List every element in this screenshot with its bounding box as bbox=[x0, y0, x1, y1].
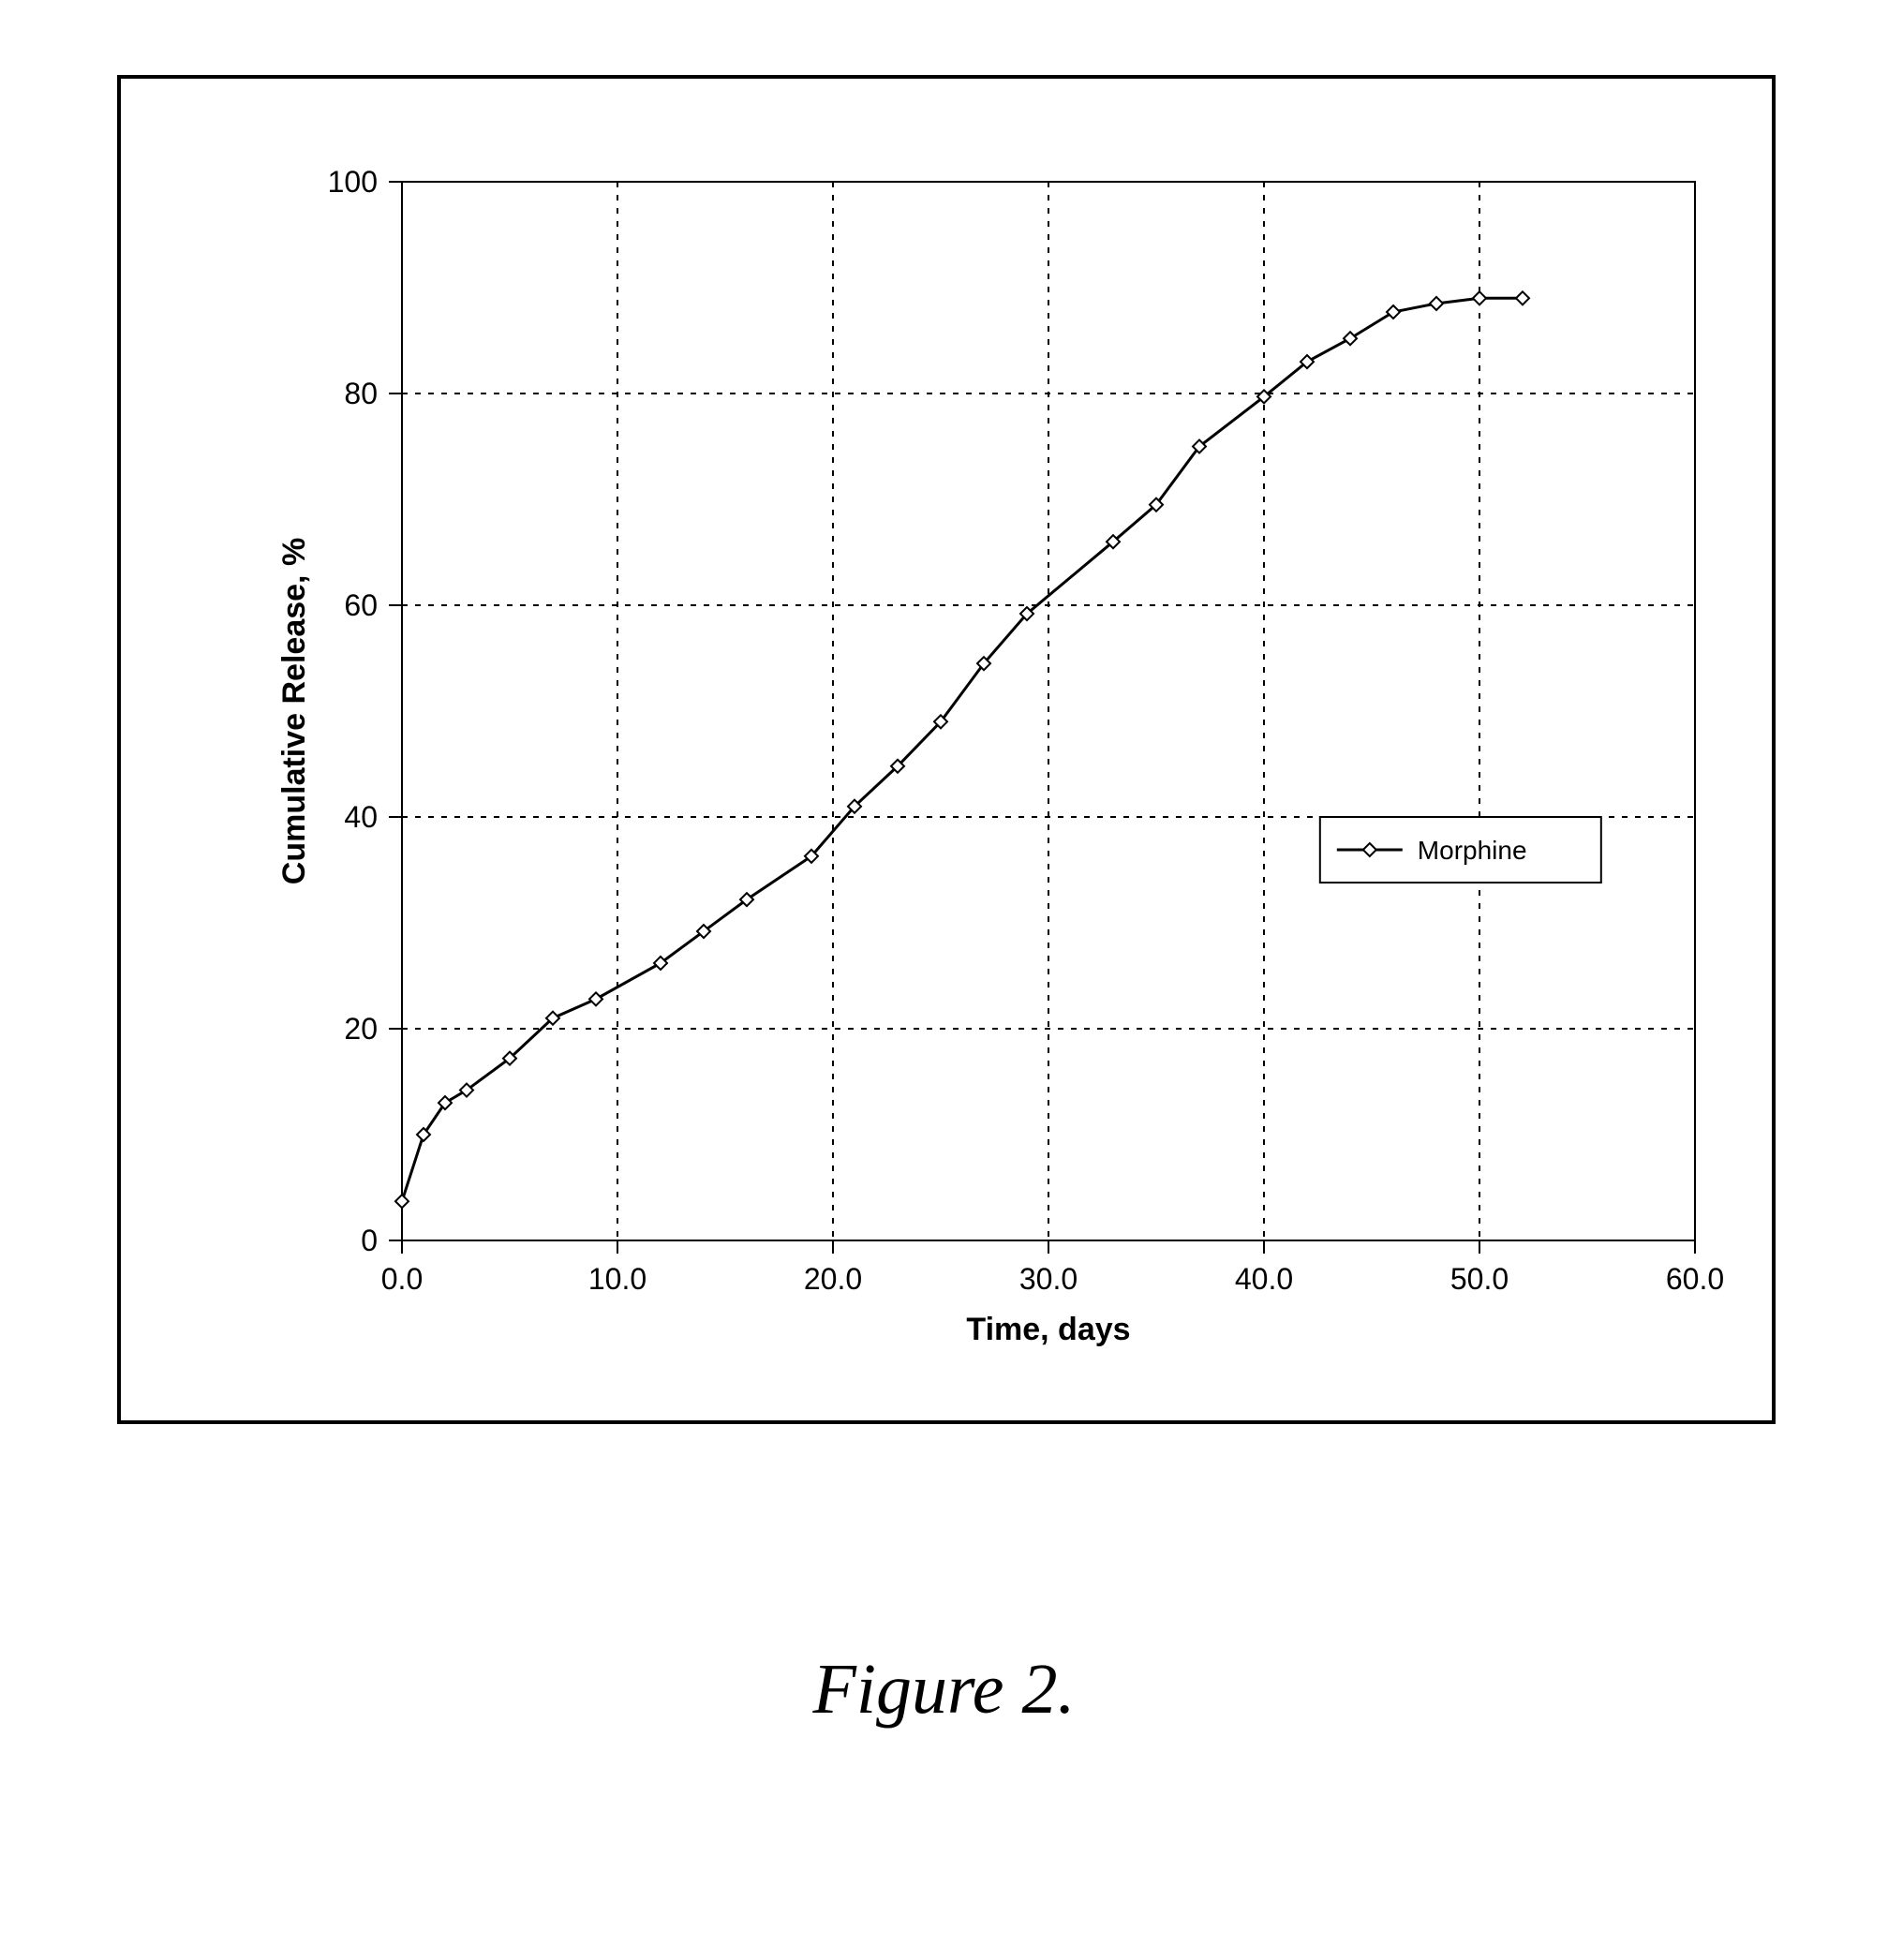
y-tick-label: 20 bbox=[344, 1012, 378, 1046]
series-marker bbox=[395, 1195, 409, 1208]
series-marker bbox=[1387, 305, 1400, 319]
y-tick-label: 80 bbox=[344, 377, 378, 410]
x-tick-label: 30.0 bbox=[1019, 1262, 1078, 1296]
series-marker bbox=[1430, 297, 1443, 310]
release-chart: 0.0 10.0 20.0 30.0 40.0 50.0 60.0 0 20 40 60 80 100 T… bbox=[121, 79, 1772, 1420]
x-tick-label: 20.0 bbox=[804, 1262, 862, 1296]
series-marker bbox=[1473, 291, 1486, 304]
x-axis-label: Time, days bbox=[966, 1312, 1130, 1347]
series-marker bbox=[1344, 332, 1357, 345]
figure-caption: Figure 2. bbox=[0, 1649, 1888, 1730]
y-tick-label: 100 bbox=[328, 165, 378, 199]
legend-label: Morphine bbox=[1418, 836, 1527, 865]
x-tick-label: 50.0 bbox=[1450, 1262, 1509, 1296]
x-tick-label: 0.0 bbox=[381, 1262, 423, 1296]
x-tick-label: 40.0 bbox=[1235, 1262, 1293, 1296]
y-tick-label: 0 bbox=[361, 1224, 378, 1257]
page: 0.0 10.0 20.0 30.0 40.0 50.0 60.0 0 20 40 60 80 100 T… bbox=[0, 0, 1888, 1960]
series-marker bbox=[1516, 291, 1529, 304]
x-tick-label: 60.0 bbox=[1666, 1262, 1724, 1296]
y-tick-label: 40 bbox=[344, 800, 378, 834]
series-marker bbox=[589, 992, 602, 1005]
figure-frame: 0.0 10.0 20.0 30.0 40.0 50.0 60.0 0 20 40 60 80 100 T… bbox=[117, 75, 1776, 1424]
y-tick-label: 60 bbox=[344, 588, 378, 622]
series-line bbox=[402, 298, 1523, 1201]
x-tick-label: 10.0 bbox=[588, 1262, 647, 1296]
y-axis-label: Cumulative Release, % bbox=[276, 538, 312, 884]
